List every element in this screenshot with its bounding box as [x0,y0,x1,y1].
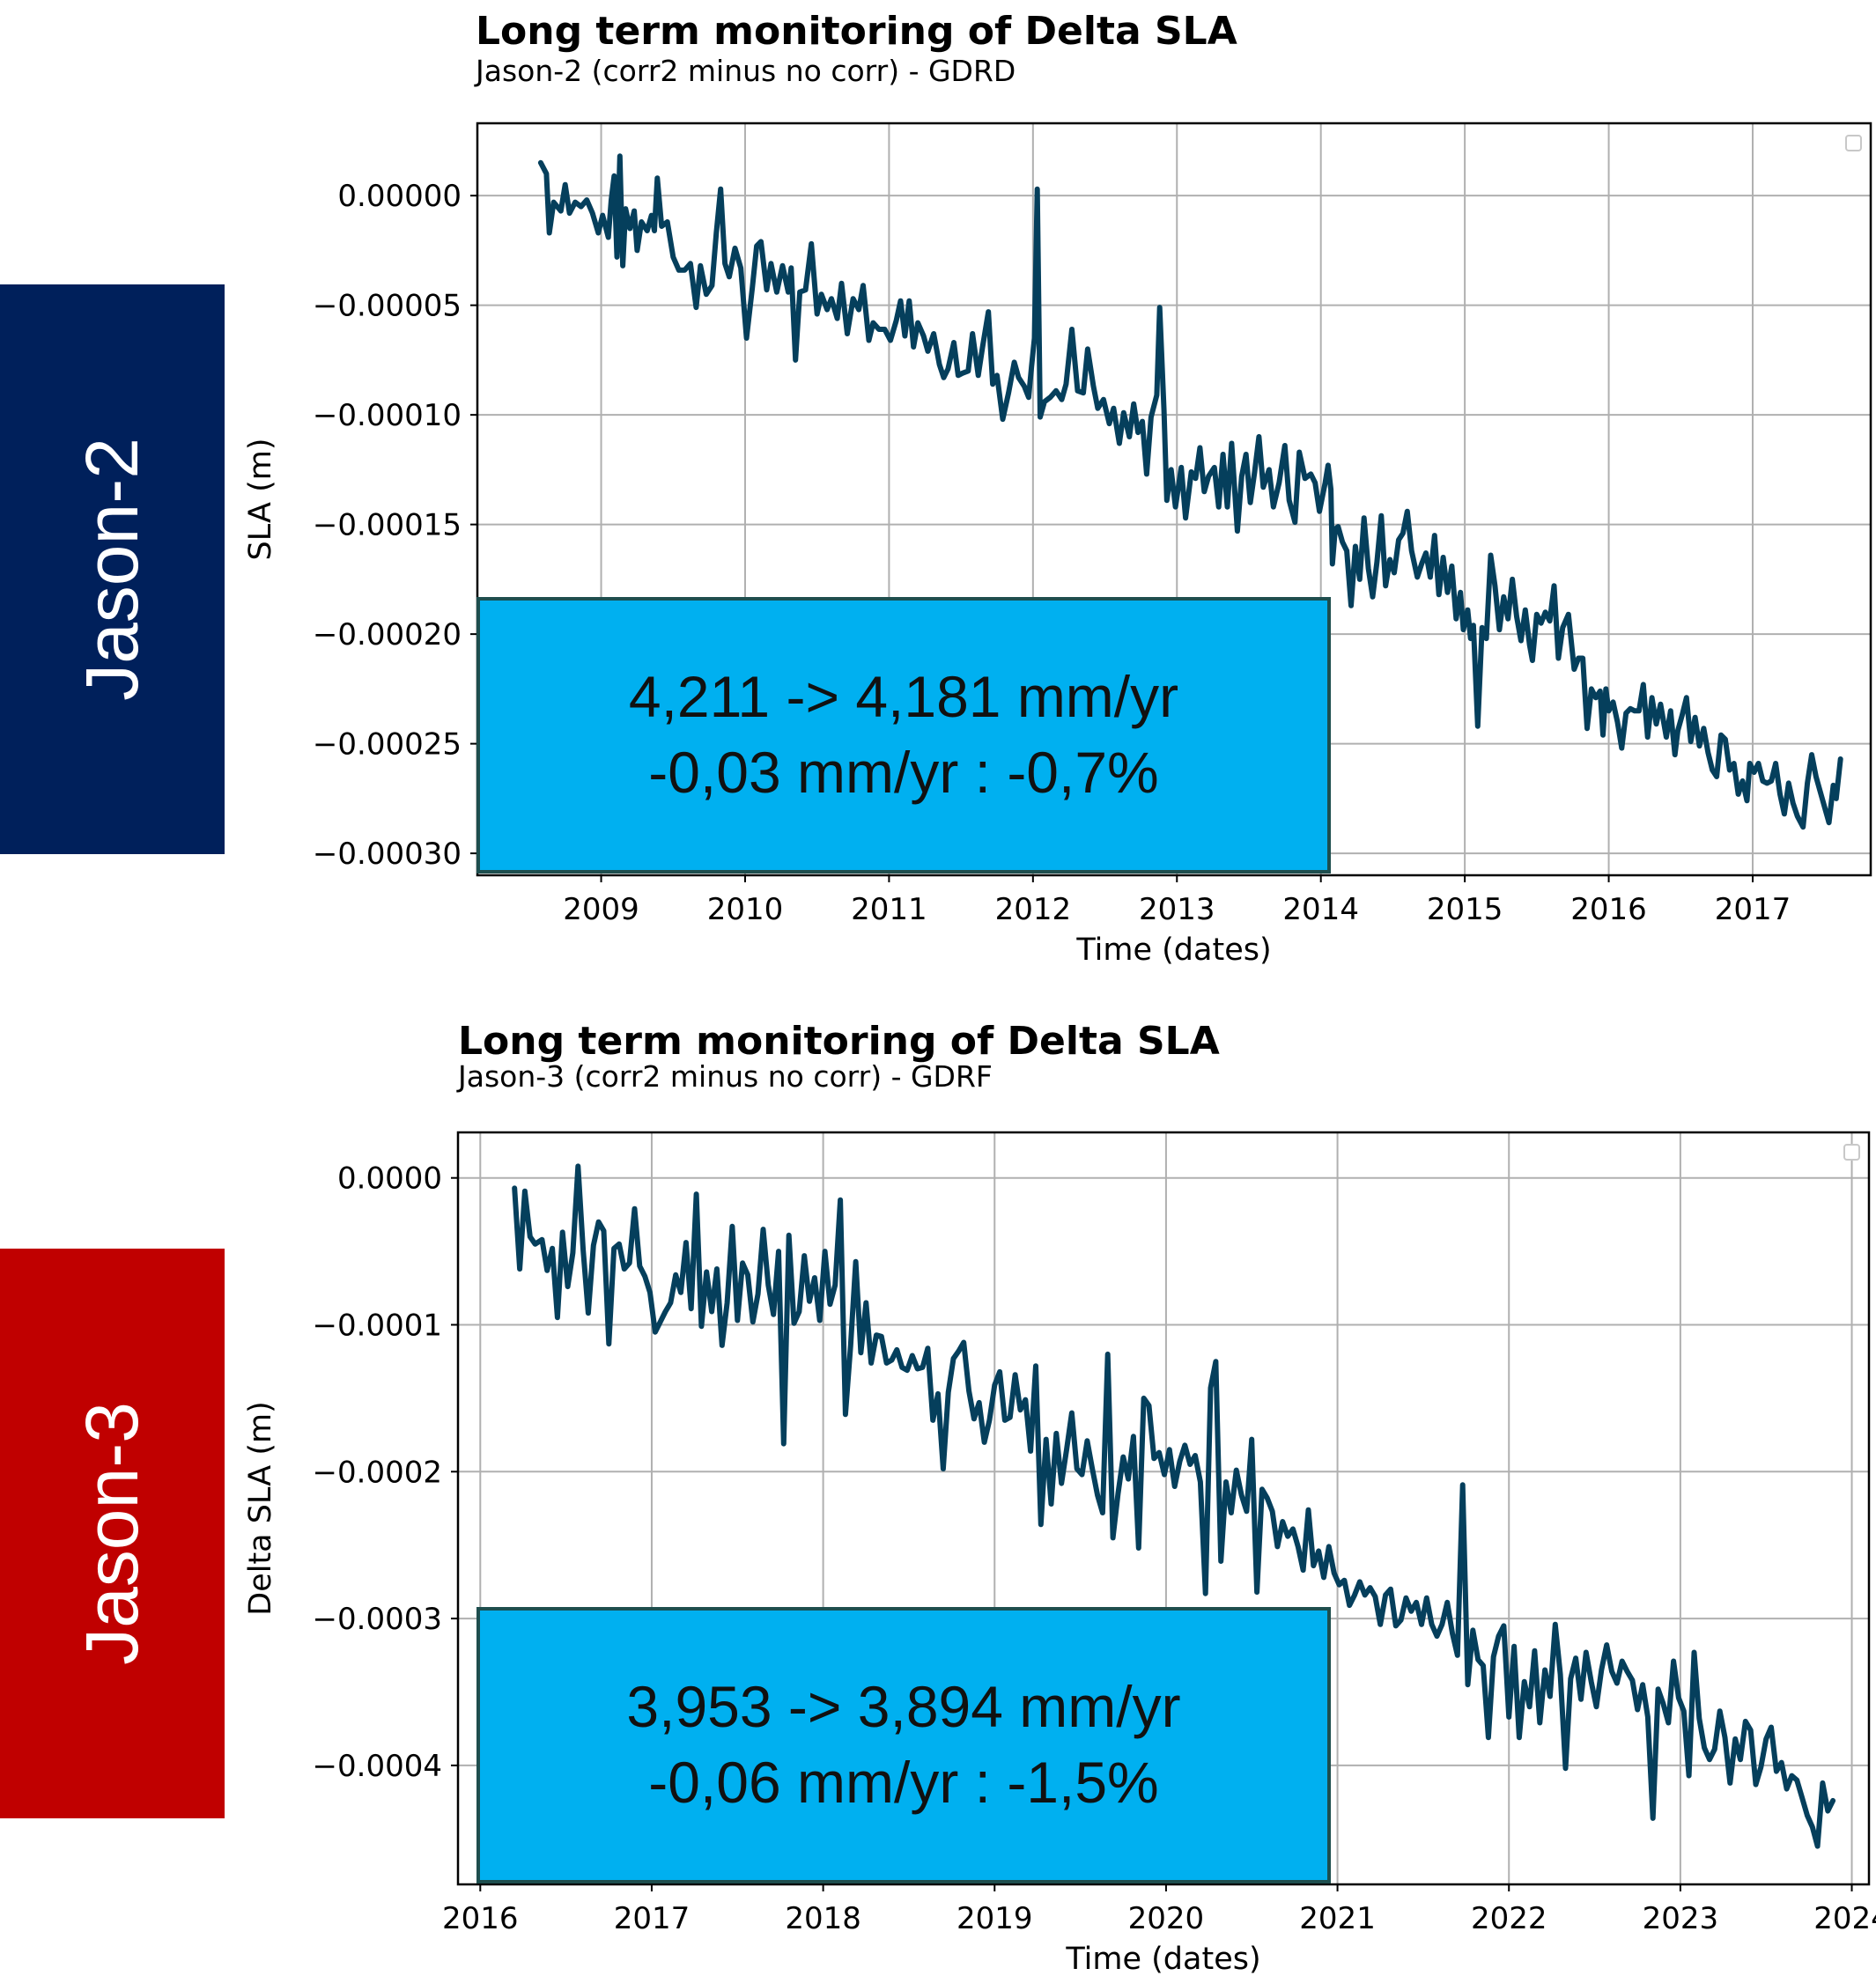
jason2-chart-subtitle: Jason-2 (corr2 minus no corr) - GDRD [474,54,1016,88]
jason3-x-tick-label: 2022 [1471,1901,1547,1936]
jason3-chart-subtitle: Jason-3 (corr2 minus no corr) - GDRF [456,1059,993,1094]
jason3-chart-panel: Long term monitoring of Delta SLA Jason-3… [225,1008,1876,1983]
jason3-y-axis-label: Delta SLA (m) [243,1401,278,1616]
jason3-y-tick-label: −0.0002 [313,1455,442,1490]
jason2-x-tick-label: 2011 [851,892,927,927]
jason3-trend-annotation: 3,953 -> 3,894 mm/yr -0,06 mm/yr : -1,5% [476,1607,1331,1883]
jason2-y-tick-label: −0.00020 [313,617,462,652]
jason2-chart-panel: Long term monitoring of Delta SLA Jason-2… [225,0,1876,977]
jason3-x-tick-label: 2024 [1813,1901,1876,1936]
jason2-series-line-0 [537,153,1843,830]
jason2-chart-title: Long term monitoring of Delta SLA [476,9,1237,54]
jason2-trend-line1: 4,211 -> 4,181 mm/yr [628,664,1179,730]
jason3-x-tick-label: 2017 [614,1901,691,1936]
jason3-x-tick-label: 2021 [1299,1901,1376,1936]
jason2-side-label-text: Jason-2 [70,438,153,701]
jason2-x-tick-label: 2010 [707,892,784,927]
jason3-plot-frame [456,1131,1871,1886]
jason2-y-tick-label: −0.00025 [313,727,462,763]
jason2-y-tick-label: −0.00010 [313,398,462,433]
jason2-x-axis-label: Time (dates) [1075,933,1271,968]
jason2-y-tick-label: −0.00005 [313,289,462,324]
jason3-y-tick-label: −0.0001 [313,1308,442,1344]
jason2-trend-change: -0,03 mm/yr : [648,740,1008,805]
jason3-x-axis-label: Time (dates) [1065,1942,1260,1977]
jason3-y-tick-label: −0.0003 [313,1602,442,1637]
jason3-x-tick-label: 2018 [785,1901,861,1936]
jason3-trend-change: -0,06 mm/yr : [648,1750,1008,1815]
jason3-trend-line2: -0,06 mm/yr : -1,5% [648,1745,1158,1821]
jason2-side-label: Jason-2 [0,284,225,854]
jason3-trend-percent: -1,5% [1007,1750,1159,1815]
jason2-trend-annotation: 4,211 -> 4,181 mm/yr -0,03 mm/yr : -0,7% [476,597,1331,874]
jason2-y-tick-label: −0.00030 [313,837,462,872]
jason3-y-tick-label: 0.0000 [337,1161,442,1197]
jason2-y-axis-label: SLA (m) [243,439,278,561]
jason2-x-tick-label: 2014 [1282,892,1359,927]
jason2-x-tick-label: 2015 [1427,892,1503,927]
jason2-trend-line2: -0,03 mm/yr : -0,7% [648,735,1158,811]
jason2-x-tick-label: 2012 [995,892,1072,927]
jason3-side-label: Jason-3 [0,1249,225,1818]
jason2-empty-legend [1845,135,1862,151]
jason3-series-line-0 [512,1163,1836,1849]
jason3-side-label-text: Jason-3 [70,1402,153,1665]
jason2-x-tick-label: 2013 [1139,892,1215,927]
jason3-empty-legend [1843,1144,1860,1161]
jason2-x-tick-label: 2017 [1715,892,1791,927]
jason3-x-tick-label: 2020 [1128,1901,1205,1936]
jason3-x-tick-label: 2023 [1643,1901,1719,1936]
jason3-x-tick-label: 2019 [956,1901,1033,1936]
jason2-trend-percent: -0,7% [1007,740,1159,805]
jason2-x-tick-label: 2016 [1570,892,1647,927]
jason3-y-tick-label: −0.0004 [313,1749,442,1784]
jason2-plot-frame [476,122,1872,877]
jason3-chart-title: Long term monitoring of Delta SLA [458,1019,1220,1064]
jason2-y-tick-label: 0.00000 [337,179,462,214]
jason3-trend-line1: 3,953 -> 3,894 mm/yr [626,1674,1181,1740]
jason2-y-tick-label: −0.00015 [313,508,462,543]
jason2-x-tick-label: 2009 [563,892,639,927]
jason3-x-tick-label: 2016 [442,1901,519,1936]
